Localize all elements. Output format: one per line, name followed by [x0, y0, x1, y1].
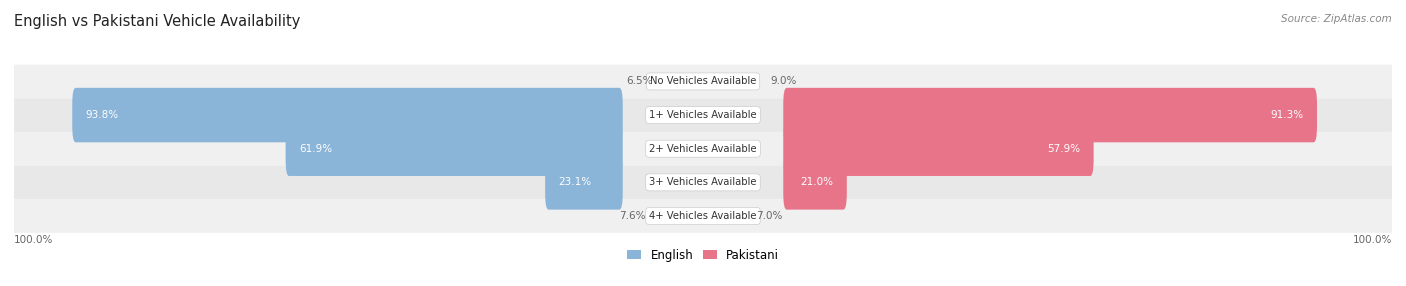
- FancyBboxPatch shape: [546, 155, 623, 210]
- FancyBboxPatch shape: [285, 122, 623, 176]
- FancyBboxPatch shape: [14, 166, 1392, 199]
- FancyBboxPatch shape: [14, 65, 1392, 98]
- Text: 1+ Vehicles Available: 1+ Vehicles Available: [650, 110, 756, 120]
- Text: 100.0%: 100.0%: [14, 235, 53, 245]
- Text: 6.5%: 6.5%: [626, 76, 652, 86]
- Legend: English, Pakistani: English, Pakistani: [621, 244, 785, 266]
- FancyBboxPatch shape: [783, 155, 846, 210]
- Text: 9.0%: 9.0%: [770, 76, 796, 86]
- FancyBboxPatch shape: [14, 98, 1392, 132]
- Text: 21.0%: 21.0%: [800, 177, 834, 187]
- FancyBboxPatch shape: [14, 199, 1392, 233]
- FancyBboxPatch shape: [783, 122, 1094, 176]
- Text: 4+ Vehicles Available: 4+ Vehicles Available: [650, 211, 756, 221]
- Text: 3+ Vehicles Available: 3+ Vehicles Available: [650, 177, 756, 187]
- Text: No Vehicles Available: No Vehicles Available: [650, 76, 756, 86]
- Text: 61.9%: 61.9%: [299, 144, 332, 154]
- FancyBboxPatch shape: [783, 88, 1317, 142]
- Text: 7.0%: 7.0%: [756, 211, 783, 221]
- FancyBboxPatch shape: [72, 88, 623, 142]
- FancyBboxPatch shape: [14, 132, 1392, 166]
- Text: English vs Pakistani Vehicle Availability: English vs Pakistani Vehicle Availabilit…: [14, 14, 301, 29]
- Text: 91.3%: 91.3%: [1271, 110, 1303, 120]
- Text: 100.0%: 100.0%: [1353, 235, 1392, 245]
- Text: 7.6%: 7.6%: [619, 211, 645, 221]
- Text: 93.8%: 93.8%: [86, 110, 118, 120]
- Text: 23.1%: 23.1%: [558, 177, 592, 187]
- Text: 2+ Vehicles Available: 2+ Vehicles Available: [650, 144, 756, 154]
- Text: Source: ZipAtlas.com: Source: ZipAtlas.com: [1281, 14, 1392, 24]
- Text: 57.9%: 57.9%: [1047, 144, 1080, 154]
